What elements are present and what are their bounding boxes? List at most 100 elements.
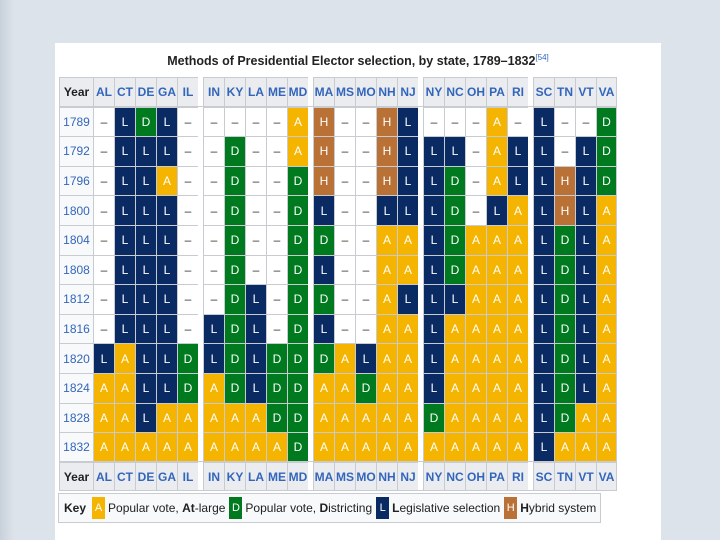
state-header-ms[interactable]: MS — [334, 461, 355, 492]
key-text-bold: L — [392, 501, 400, 515]
key-text-bold: H — [520, 501, 529, 515]
year-link-1796[interactable]: 1796 — [59, 165, 93, 196]
year-row-1832: 1832 A A A A A A A A A D A A A A A A A A A A L A A A — [59, 432, 617, 462]
cell-ms-1824: A — [334, 372, 355, 403]
state-header-la[interactable]: LA — [245, 461, 266, 492]
cell-nc-1792: L — [444, 136, 465, 166]
cell-il-1816: – — [177, 313, 198, 344]
group-spacer — [528, 106, 533, 137]
state-header-ga[interactable]: GA — [156, 77, 177, 107]
cell-ct-1824: A — [114, 372, 135, 403]
state-header-sc[interactable]: SC — [533, 77, 554, 107]
state-header-me[interactable]: ME — [266, 461, 287, 492]
state-header-in[interactable]: IN — [203, 461, 224, 492]
state-header-ky[interactable]: KY — [224, 77, 245, 107]
citation-link[interactable]: [54] — [535, 53, 549, 62]
state-header-md[interactable]: MD — [287, 461, 308, 492]
state-header-vt[interactable]: VT — [575, 77, 596, 107]
group-spacer — [528, 136, 533, 166]
state-header-oh[interactable]: OH — [465, 461, 486, 492]
year-link-1789[interactable]: 1789 — [59, 106, 93, 137]
group-spacer — [308, 77, 313, 107]
state-header-ri[interactable]: RI — [507, 77, 528, 107]
state-header-mo[interactable]: MO — [355, 77, 376, 107]
state-header-tn[interactable]: TN — [554, 461, 575, 492]
state-header-va[interactable]: VA — [596, 77, 617, 107]
year-link-1820[interactable]: 1820 — [59, 343, 93, 373]
state-header-nc[interactable]: NC — [444, 77, 465, 107]
key-swatch-a: A — [92, 497, 106, 519]
cell-ny-1824: L — [423, 372, 444, 403]
state-header-mo[interactable]: MO — [355, 461, 376, 492]
year-link-1832[interactable]: 1832 — [59, 432, 93, 462]
state-header-ma[interactable]: MA — [313, 77, 334, 107]
state-header-il[interactable]: IL — [177, 461, 198, 492]
year-link-1792[interactable]: 1792 — [59, 136, 93, 166]
state-header-nc[interactable]: NC — [444, 461, 465, 492]
state-header-de[interactable]: DE — [135, 461, 156, 492]
cell-ct-1792: L — [114, 136, 135, 166]
year-link-1800[interactable]: 1800 — [59, 195, 93, 225]
state-header-ct[interactable]: CT — [114, 461, 135, 492]
cell-ga-1820: L — [156, 343, 177, 373]
state-header-al[interactable]: AL — [93, 77, 114, 107]
group-spacer — [198, 77, 203, 107]
state-header-nh[interactable]: NH — [376, 77, 397, 107]
state-header-vt[interactable]: VT — [575, 461, 596, 492]
cell-me-1824: D — [266, 372, 287, 403]
state-header-nj[interactable]: NJ — [397, 461, 418, 492]
state-header-sc[interactable]: SC — [533, 461, 554, 492]
state-header-nh[interactable]: NH — [376, 461, 397, 492]
cell-ma-1820: D — [313, 343, 334, 373]
cell-ma-1812: D — [313, 284, 334, 314]
cell-al-1808: – — [93, 254, 114, 285]
state-header-oh[interactable]: OH — [465, 77, 486, 107]
state-header-ny[interactable]: NY — [423, 77, 444, 107]
cell-sc-1800: L — [533, 195, 554, 225]
cell-pa-1832: A — [486, 432, 507, 462]
cell-ga-1808: L — [156, 254, 177, 285]
key-text-post: istricting — [328, 501, 373, 515]
state-header-me[interactable]: ME — [266, 77, 287, 107]
cell-sc-1804: L — [533, 224, 554, 255]
state-header-md[interactable]: MD — [287, 77, 308, 107]
state-header-ms[interactable]: MS — [334, 77, 355, 107]
year-link-1808[interactable]: 1808 — [59, 254, 93, 285]
state-header-pa[interactable]: PA — [486, 77, 507, 107]
state-header-de[interactable]: DE — [135, 77, 156, 107]
state-header-nj[interactable]: NJ — [397, 77, 418, 107]
year-link-1804[interactable]: 1804 — [59, 224, 93, 255]
content-card: Methods of Presidential Elector selectio… — [55, 43, 661, 540]
group-spacer — [198, 402, 203, 433]
state-header-pa[interactable]: PA — [486, 461, 507, 492]
state-header-ga[interactable]: GA — [156, 461, 177, 492]
year-row-1812: 1812– L L L – – D L – D D – – A L L L A A A L D L A — [59, 284, 617, 314]
year-link-1828[interactable]: 1828 — [59, 402, 93, 433]
year-row-1808: 1808– L L L – – D – – D L – – A A L D A A A L D L A — [59, 254, 617, 285]
cell-va-1832: A — [596, 432, 617, 462]
state-header-il[interactable]: IL — [177, 77, 198, 107]
cell-ct-1820: A — [114, 343, 135, 373]
state-header-ma[interactable]: MA — [313, 461, 334, 492]
key-text-bold: D — [319, 501, 329, 515]
cell-ky-1812: D — [224, 284, 245, 314]
cell-de-1808: L — [135, 254, 156, 285]
group-spacer — [198, 195, 203, 225]
cell-ky-1820: D — [224, 343, 245, 373]
state-header-ri[interactable]: RI — [507, 461, 528, 492]
cell-md-1804: D — [287, 224, 308, 255]
year-link-1816[interactable]: 1816 — [59, 313, 93, 344]
state-header-al[interactable]: AL — [93, 461, 114, 492]
group-spacer — [198, 224, 203, 255]
state-header-ky[interactable]: KY — [224, 461, 245, 492]
state-header-ny[interactable]: NY — [423, 461, 444, 492]
cell-ny-1804: L — [423, 224, 444, 255]
state-header-in[interactable]: IN — [203, 77, 224, 107]
cell-mo-1812: – — [355, 284, 376, 314]
state-header-va[interactable]: VA — [596, 461, 617, 492]
state-header-ct[interactable]: CT — [114, 77, 135, 107]
state-header-tn[interactable]: TN — [554, 77, 575, 107]
year-link-1824[interactable]: 1824 — [59, 372, 93, 403]
state-header-la[interactable]: LA — [245, 77, 266, 107]
year-link-1812[interactable]: 1812 — [59, 284, 93, 314]
